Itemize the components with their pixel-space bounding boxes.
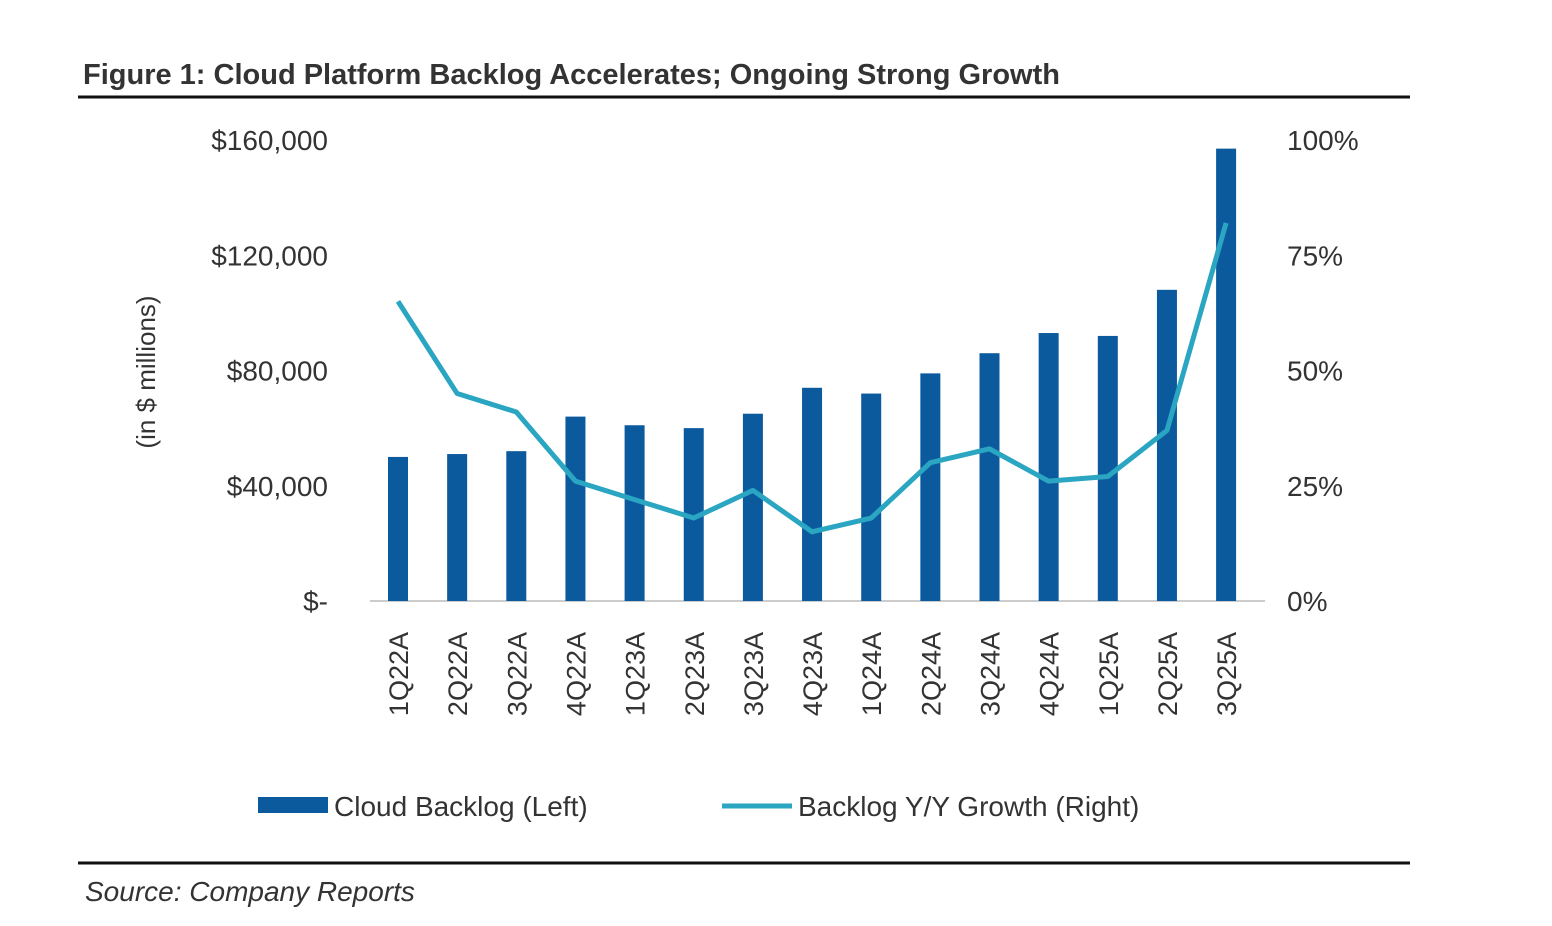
bar-1Q25A bbox=[1097, 335, 1118, 601]
right-tick-label: 25% bbox=[1287, 471, 1343, 502]
left-tick-label: $160,000 bbox=[211, 125, 328, 156]
x-tick-label: 1Q22A bbox=[384, 632, 414, 716]
x-tick-label: 3Q25A bbox=[1212, 632, 1242, 716]
y-axis-label: (in $ millions) bbox=[131, 295, 161, 448]
left-tick-label: $40,000 bbox=[227, 471, 328, 502]
bar-2Q25A bbox=[1156, 289, 1177, 601]
left-tick-label: $80,000 bbox=[227, 356, 328, 387]
x-tick-label: 2Q22A bbox=[443, 632, 473, 716]
source-note: Source: Company Reports bbox=[85, 876, 415, 907]
right-tick-label: 100% bbox=[1287, 125, 1359, 156]
bar-1Q22A bbox=[388, 456, 408, 601]
x-tick-label: 1Q23A bbox=[621, 632, 651, 716]
x-tick-label: 3Q24A bbox=[976, 632, 1006, 716]
legend: Cloud Backlog (Left) Backlog Y/Y Growth … bbox=[258, 791, 1139, 822]
bar-4Q23A bbox=[802, 387, 823, 601]
x-tick-label: 2Q24A bbox=[916, 632, 946, 716]
x-tick-label: 4Q24A bbox=[1035, 632, 1065, 716]
bar-2Q24A bbox=[920, 373, 941, 601]
x-tick-label: 2Q23A bbox=[680, 632, 710, 716]
left-tick-label: $120,000 bbox=[211, 240, 328, 271]
x-tick-label: 2Q25A bbox=[1153, 632, 1183, 716]
bar-2Q23A bbox=[683, 428, 704, 601]
bar-2Q22A bbox=[447, 454, 468, 601]
chart-title: Figure 1: Cloud Platform Backlog Acceler… bbox=[83, 59, 1060, 91]
legend-label-bar: Cloud Backlog (Left) bbox=[334, 791, 588, 822]
right-tick-label: 75% bbox=[1287, 240, 1343, 271]
bar-4Q24A bbox=[1038, 333, 1059, 601]
bar-4Q22A bbox=[565, 416, 586, 601]
left-tick-label: $- bbox=[303, 586, 328, 617]
bar-1Q24A bbox=[861, 393, 882, 601]
x-tick-label: 4Q22A bbox=[561, 632, 591, 716]
bar-3Q22A bbox=[506, 451, 527, 601]
right-tick-label: 0% bbox=[1287, 586, 1327, 617]
right-tick-label: 50% bbox=[1287, 356, 1343, 387]
bar-3Q24A bbox=[979, 353, 1000, 601]
x-tick-label: 3Q23A bbox=[739, 632, 769, 716]
legend-swatch-bar bbox=[258, 797, 328, 813]
x-tick-label: 4Q23A bbox=[798, 632, 828, 716]
bar-3Q23A bbox=[742, 413, 763, 601]
legend-label-line: Backlog Y/Y Growth (Right) bbox=[798, 791, 1139, 822]
bar-1Q23A bbox=[624, 425, 645, 601]
x-tick-label: 1Q24A bbox=[857, 632, 887, 716]
x-tick-label: 3Q22A bbox=[502, 632, 532, 716]
bar-3Q25A bbox=[1216, 148, 1237, 602]
x-tick-label: 1Q25A bbox=[1094, 632, 1124, 716]
